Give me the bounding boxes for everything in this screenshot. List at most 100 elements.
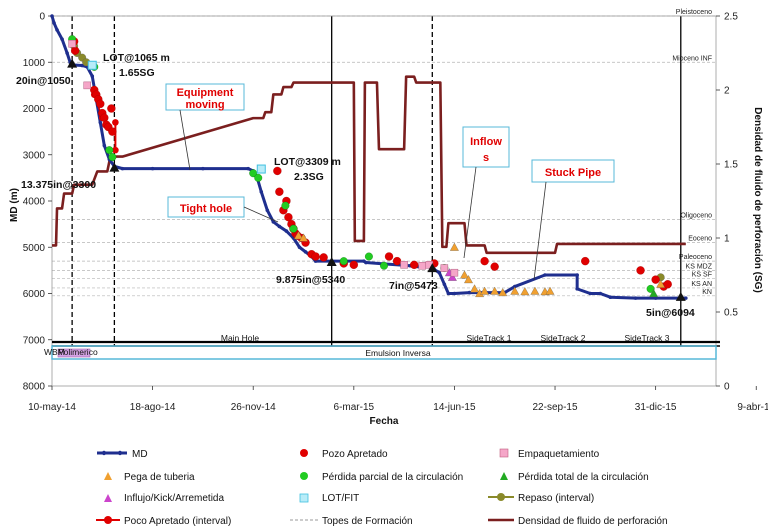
marker-pozo-apretado [490,262,499,271]
legend-label-perdida-total: Pérdida total de la circulación [518,472,649,483]
legend-empaquetamiento: Empaquetamiento [499,448,600,460]
md-point [120,166,125,171]
md-point [297,245,302,250]
formation-label: KS AN [691,281,712,288]
md-point [588,291,593,296]
casing-label-7in: 7in@5473 [389,280,438,292]
marker-pega [510,286,520,295]
y2-tick-label: 2 [724,86,730,97]
lot-label-1-density: 1.65SG [119,67,155,79]
md-point [512,284,517,289]
marker-pega [449,242,459,251]
marker-pega [299,233,308,242]
casing-vertical-lines [71,16,682,346]
legend-label-repaso: Repaso (interval) [518,493,594,504]
marker-lot [87,60,97,70]
legend-label-lot: LOT/FIT [322,493,359,504]
y2-tick-label: 1 [724,234,730,245]
marker-perdida-parcial [105,146,114,155]
legend-repaso: Repaso (interval) [488,493,594,504]
md-point [442,282,447,287]
marker-empaquetamiento [440,264,449,272]
marker-pozo-apretado [107,104,116,113]
marker-perdida-parcial [339,257,348,266]
md-point [467,290,472,295]
mud-wbm: WBM [44,347,65,357]
legend-md: MD [97,449,148,460]
md-point [364,260,368,265]
marker-empaquetamiento [418,262,426,270]
callout-tight-hole-label: Tight hole [180,203,232,215]
section-main-hole: Main Hole [221,333,260,343]
y-tick-label: 4000 [23,197,46,208]
marker-pozo-apretado [636,266,645,275]
formation-label: Eoceno [688,236,712,243]
legend-label-pega: Pega de tuberia [124,472,195,483]
x-tick-label: 6-mar-15 [334,402,375,413]
marker-empaquetamiento [450,268,459,277]
md-point [150,166,155,171]
casing-label-20in: 20in@1050 [16,75,71,87]
md-point [90,74,95,78]
marker-perdida-parcial [380,261,388,270]
legend-topes: Topes de Formación [290,516,413,527]
marker-poco-apretado [112,119,119,126]
marker-pega [520,287,530,296]
y-tick-label: 3000 [23,150,46,161]
marker-pega [294,231,303,240]
casing-label-13375in: 13.375in@3300 [21,179,96,191]
callout-inflows-l1: Inflow [470,136,502,148]
marker-pozo-apretado [410,260,419,269]
casing-markers [67,58,686,301]
section-sidetrack-2: SideTrack 2 [540,333,585,343]
legend-influjo: Influjo/Kick/Arremetida [104,493,224,504]
md-point [102,143,107,148]
md-point [60,37,64,41]
callout-inflows: Inflow s [462,126,510,259]
marker-pozo-apretado [663,280,672,289]
legend-label-perdida-parcial: Pérdida parcial de la circulación [322,472,463,483]
marker-perdida-parcial [108,153,117,162]
marker-pozo-apretado [349,260,358,269]
callout-tight-hole: Tight hole [167,196,279,223]
md-point [271,220,276,224]
y2-axis-title: Densidad de fluido de perforación (SG) [752,107,763,293]
formation-label: Mioceno INF [672,55,712,62]
y2-tick-label: 1.5 [724,160,738,171]
md-point [277,224,282,229]
md-point [446,291,451,296]
marker-perdida-total [649,288,659,298]
legend-label-topes: Topes de Formación [322,516,413,527]
casing-shoe-marker [326,256,337,266]
callout-inflows-l2: s [483,152,489,164]
callout-stuck-pipe: Stuck Pipe [531,159,615,281]
md-point [50,14,54,18]
marker-pega [530,286,540,295]
md-point [284,229,289,233]
legend-pozo-apretado: Pozo Apretado [300,449,388,460]
md-point [543,273,547,277]
axis-ticks: 0 1000 2000 3000 4000 5000 6000 7000 8000 0 0.5 1 1.… [23,12,768,414]
legend-pega: Pega de tuberia [104,472,195,483]
formation-label: KS SF [692,272,712,279]
lot-label-2-density: 2.3SG [294,171,324,183]
mud-band-polimerico [57,348,91,358]
x-tick-label: 9-abr-16 [737,402,768,413]
md-point [52,21,56,25]
legend-perdida-parcial: Pérdida parcial de la circulación [300,472,463,483]
md-point [303,250,308,254]
section-band: Main Hole SideTrack 1 SideTrack 2 SideTr… [44,333,720,360]
marker-pozo-apretado [70,46,80,55]
x-tick-label: 26-nov-14 [231,402,276,413]
md-point [452,291,457,296]
legend-label-influjo: Influjo/Kick/Arremetida [124,493,224,504]
casing-label-9875in: 9.875in@5340 [276,274,345,286]
y-tick-label: 6000 [23,289,46,300]
marker-pozo-apretado [480,256,489,266]
legend-perdida-total: Pérdida total de la circulación [500,472,649,483]
callout-stuck-pipe-label: Stuck Pipe [545,167,601,179]
marker-perdida-parcial [364,252,373,261]
y-tick-label: 5000 [23,243,46,254]
y-axis-title: MD (m) [9,188,20,222]
legend-densidad: Densidad de fluido de perforación [488,516,668,527]
